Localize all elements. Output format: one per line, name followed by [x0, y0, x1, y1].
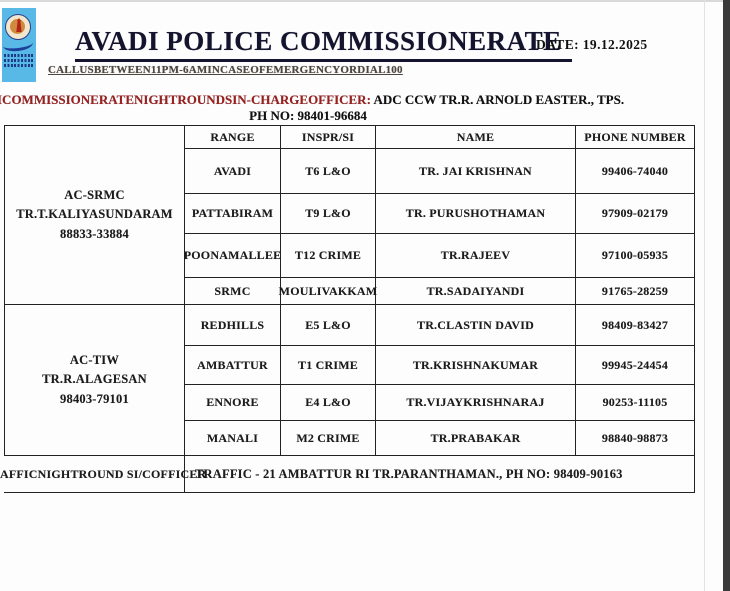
cell-inspr-si: T12 CRIME — [281, 234, 376, 278]
cell-range: ENNORE — [185, 385, 281, 421]
police-emblem-logo — [2, 8, 36, 82]
cell-phone: 97909-02179 — [576, 194, 695, 234]
traffic-label-cell: AFFICNIGHTROUND SI/COFFICER — [0, 456, 206, 493]
group-name: AC-SRMC — [64, 187, 125, 202]
cell-range: REDHILLS — [185, 305, 281, 346]
cell-inspr-si: E5 L&O — [281, 305, 376, 346]
column-header-name: NAME — [376, 126, 576, 149]
group-name: AC-TIW — [69, 352, 120, 367]
group-phone: 88833-33884 — [60, 226, 129, 241]
cell-name: TR.CLASTIN DAVID — [376, 305, 576, 346]
cell-name: TR.RAJEEV — [376, 234, 576, 278]
cell-range: POONAMALLEE — [184, 234, 281, 278]
cell-name: TR.SADAIYANDI — [376, 278, 576, 305]
traffic-label: AFFICNIGHTROUND SI/COFFICER — [0, 466, 207, 481]
cell-name: TR.PRABAKAR — [376, 421, 576, 456]
cell-name: TR.VIJAYKRISHNARAJ — [376, 385, 576, 421]
emblem-swoosh — [2, 36, 34, 53]
cell-name: TR. JAI KRISHNAN — [376, 149, 576, 194]
cell-phone: 99945-24454 — [576, 346, 695, 385]
cell-phone: 91765-28259 — [576, 278, 695, 305]
emblem-text-line — [4, 54, 34, 57]
night-rounds-officer: ADC CCW TR.R. ARNOLD EASTER., TPS. — [370, 92, 625, 107]
column-header-phone: PHONE NUMBER — [576, 126, 695, 149]
cell-name: TR.KRISHNAKUMAR — [376, 346, 576, 385]
cell-phone: 99406-74040 — [576, 149, 695, 194]
page-title: AVADI POLICE COMMISSIONERATE — [75, 26, 572, 62]
scan-top-edge — [0, 0, 730, 2]
cell-phone: 97100-05935 — [576, 234, 695, 278]
night-rounds-label: ICOMMISSIONERATENIGHTROUNDSIN-CHARGEOFFI… — [0, 92, 371, 107]
column-header-range: RANGE — [185, 126, 281, 149]
cell-phone: 98840-98873 — [576, 421, 695, 456]
cell-inspr-si: MOULIVAKKAM — [279, 278, 377, 305]
column-header-inspr-si: INSPR/SI — [281, 126, 376, 149]
emblem-badge-icon — [5, 14, 31, 40]
scan-right-edge — [723, 0, 730, 591]
cell-range: AMBATTUR — [185, 346, 281, 385]
group-cell-ac-srmc: AC-SRMC TR.T.KALIYASUNDARAM 88833-33884 — [4, 126, 185, 305]
cell-range: PATTABIRAM — [185, 194, 281, 234]
emblem-text-line — [4, 59, 34, 62]
cell-inspr-si: E4 L&O — [281, 385, 376, 421]
cell-name: TR. PURUSHOTHAMAN — [376, 194, 576, 234]
group-officer: TR.R.ALAGESAN — [42, 372, 147, 387]
cell-inspr-si: T9 L&O — [281, 194, 376, 234]
group-phone: 98403-79101 — [60, 391, 129, 406]
group-cell-ac-tiw: AC-TIW TR.R.ALAGESAN 98403-79101 — [4, 305, 185, 456]
cell-phone: 98409-83427 — [576, 305, 695, 346]
cell-phone: 90253-11105 — [576, 385, 695, 421]
duty-roster-table: AC-SRMC TR.T.KALIYASUNDARAM 88833-33884 … — [0, 125, 695, 493]
cell-inspr-si: M2 CRIME — [281, 421, 376, 456]
group-officer: TR.T.KALIYASUNDARAM — [16, 207, 173, 222]
gopuram-tower-icon — [16, 18, 22, 32]
cell-range: SRMC — [185, 278, 281, 305]
traffic-info-cell: TRAFFIC - 21 AMBATTUR RI TR.PARANTHAMAN.… — [185, 456, 695, 493]
emergency-call-line: CALLUSBETWEEN11PM-6AMINCASEOFEMERGENCYOR… — [48, 64, 403, 76]
cell-inspr-si: T6 L&O — [281, 149, 376, 194]
cell-range: AVADI — [185, 149, 281, 194]
date-label: DATE: 19.12.2025 — [536, 37, 648, 52]
night-rounds-phone: PH NO: 98401-96684 — [249, 108, 367, 123]
emblem-text-line — [4, 64, 34, 67]
night-rounds-line: ICOMMISSIONERATENIGHTROUNDSIN-CHARGEOFFI… — [0, 92, 624, 108]
scan-right-shadow — [704, 0, 705, 591]
cell-inspr-si: T1 CRIME — [281, 346, 376, 385]
cell-range: MANALI — [185, 421, 281, 456]
